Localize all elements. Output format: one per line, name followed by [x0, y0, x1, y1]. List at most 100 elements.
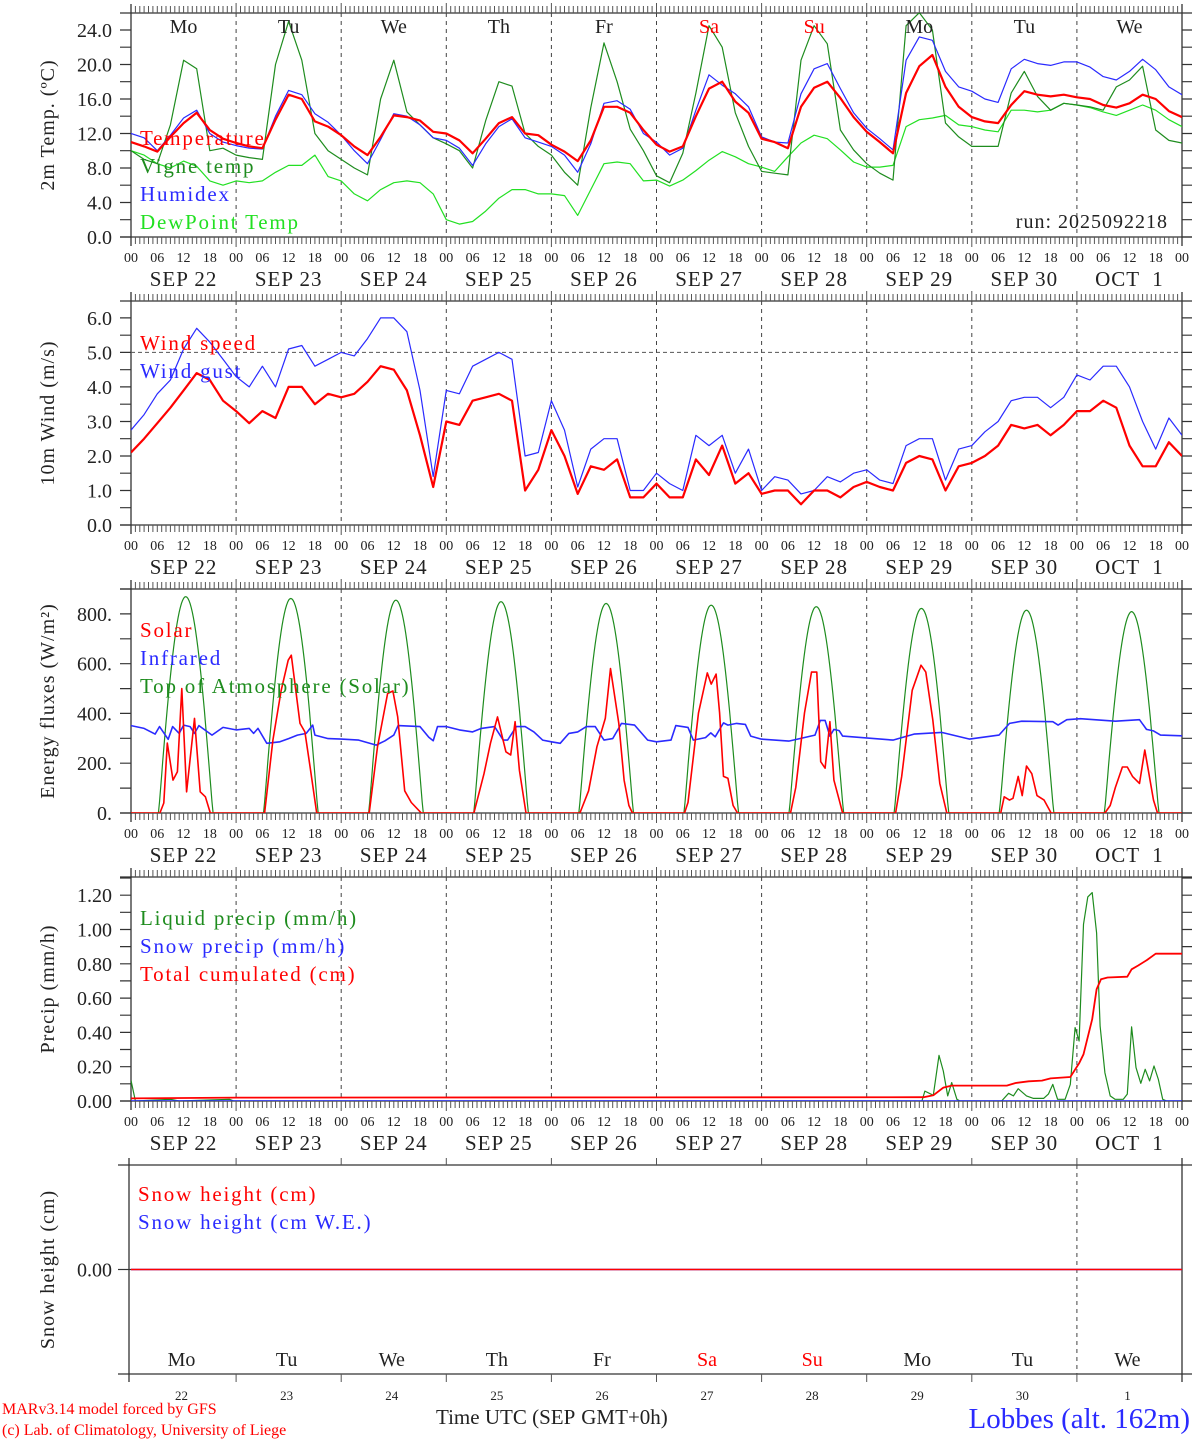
panel-snow: 0.00 Snow height (cm) Snow height (cm) Snow…: [37, 1158, 1192, 1403]
x-hour-label: 12: [1017, 251, 1031, 266]
x-hour-label: 00: [124, 539, 138, 554]
run-label: run: 2025092218: [1016, 211, 1168, 233]
x-hour-label: 12: [807, 1115, 821, 1130]
x-hour-label: 12: [1122, 1115, 1136, 1130]
x-hour-label: 06: [781, 539, 795, 554]
legend-entry: Infrared: [140, 646, 222, 670]
x-hour-label: 18: [518, 251, 532, 266]
x-date-label: SEP 24: [360, 843, 428, 867]
y-axis-ticks: [120, 29, 1192, 238]
y-tick-label: 5.0: [87, 342, 112, 364]
x-date-label: SEP 28: [780, 555, 848, 579]
x-hour-label: 18: [518, 1115, 532, 1130]
x-hour-label: 12: [282, 251, 296, 266]
x-hour-label: 12: [387, 251, 401, 266]
y-tick-label: 600.: [77, 654, 112, 676]
weekday-label: We: [1114, 1349, 1140, 1371]
series-line-humidex: [131, 36, 1182, 173]
x-date-label: SEP 29: [885, 267, 953, 291]
x-hour-label: 06: [991, 539, 1005, 554]
x-hour-label: 00: [124, 827, 138, 842]
x-hour-label: 06: [676, 1115, 690, 1130]
x-date-label: SEP 25: [465, 267, 533, 291]
legend-entry: Temperature: [140, 126, 266, 150]
x-hour-label: 12: [807, 827, 821, 842]
x-hour-label: 00: [1175, 251, 1189, 266]
weekday-label: Mo: [905, 16, 933, 38]
series-line-infrared: [131, 717, 1182, 746]
x-hour-label: 18: [833, 539, 847, 554]
x-hour-label: 00: [1175, 827, 1189, 842]
y-axis-title: Energy fluxes (W/m²): [37, 603, 59, 799]
legend-entry: Solar: [140, 618, 193, 642]
x-date-label: SEP 25: [465, 1131, 533, 1155]
x-hour-label: 00: [1070, 539, 1084, 554]
x-date-label: SEP 24: [360, 1131, 428, 1155]
x-hour-label: 00: [965, 1115, 979, 1130]
x-hour-label: 00: [1175, 539, 1189, 554]
x-hour-label: 06: [360, 539, 374, 554]
y-tick-label: 0.0: [87, 227, 112, 249]
x-date-label: OCT 1: [1095, 843, 1164, 867]
y-tick-label: 16.0: [77, 89, 112, 111]
x-hour-label: 00: [544, 539, 558, 554]
x-hour-label: 00: [755, 251, 769, 266]
x-date-label: SEP 23: [255, 267, 323, 291]
x-hour-label: 18: [413, 1115, 427, 1130]
x-hour-label: 06: [255, 827, 269, 842]
y-axis-title: 2m Temp. (ºC): [37, 59, 59, 190]
x-hour-label: 18: [308, 539, 322, 554]
x-date-label: SEP 26: [570, 843, 638, 867]
x-hour-label: 00: [1070, 827, 1084, 842]
y-axis-ticks: [120, 588, 1192, 814]
weekday-label: We: [379, 1349, 405, 1371]
x-date-label: SEP 23: [255, 1131, 323, 1155]
x-hour-label: 12: [702, 251, 716, 266]
legend-entry: Snow precip (mm/h): [140, 934, 346, 958]
x-date-label: SEP 30: [991, 843, 1059, 867]
legend-entry: Wind gust: [140, 359, 242, 383]
x-hour-label: 06: [571, 251, 585, 266]
x-date-label: SEP 22: [150, 1131, 218, 1155]
x-hour-label: 18: [1044, 539, 1058, 554]
x-axis-title-month: SEP: [539, 1405, 575, 1429]
day-number-label: 1: [1124, 1388, 1131, 1403]
x-axis-hour-ticks: [134, 579, 1179, 823]
weekday-label: Sa: [697, 1349, 717, 1371]
x-hour-label: 12: [492, 1115, 506, 1130]
x-hour-label: 06: [1096, 827, 1110, 842]
x-date-label: OCT 1: [1095, 267, 1164, 291]
series-line-top-of-atmosphere-solar-: [131, 596, 1182, 813]
x-hour-label: 18: [728, 827, 742, 842]
x-axis-hour-ticks: [134, 867, 1179, 1111]
x-date-label: SEP 22: [150, 843, 218, 867]
x-hour-label: 18: [518, 827, 532, 842]
x-hour-label: 00: [860, 1115, 874, 1130]
x-date-label: OCT 1: [1095, 555, 1164, 579]
legend-entry: Top of Atmosphere (Solar): [140, 674, 410, 698]
x-hour-label: 12: [912, 539, 926, 554]
y-tick-label: 800.: [77, 604, 112, 626]
x-hour-label: 12: [282, 539, 296, 554]
series-line-solar: [131, 654, 1182, 813]
x-axis-hour-ticks: [134, 291, 1179, 535]
x-hour-label: 12: [492, 251, 506, 266]
x-date-label: SEP 23: [255, 843, 323, 867]
legend-entry: Vigne temp: [140, 154, 255, 178]
x-hour-label: 00: [965, 251, 979, 266]
x-hour-label: 18: [623, 251, 637, 266]
x-hour-label: 00: [544, 827, 558, 842]
x-date-label: SEP 30: [991, 1131, 1059, 1155]
x-hour-label: 06: [781, 1115, 795, 1130]
x-hour-label: 00: [650, 827, 664, 842]
y-tick-label: 0.0: [87, 515, 112, 537]
x-hour-label: 06: [150, 539, 164, 554]
x-hour-label: 18: [203, 539, 217, 554]
x-hour-label: 06: [781, 251, 795, 266]
x-hour-label: 06: [1096, 251, 1110, 266]
y-tick-label: 0.: [97, 803, 112, 825]
